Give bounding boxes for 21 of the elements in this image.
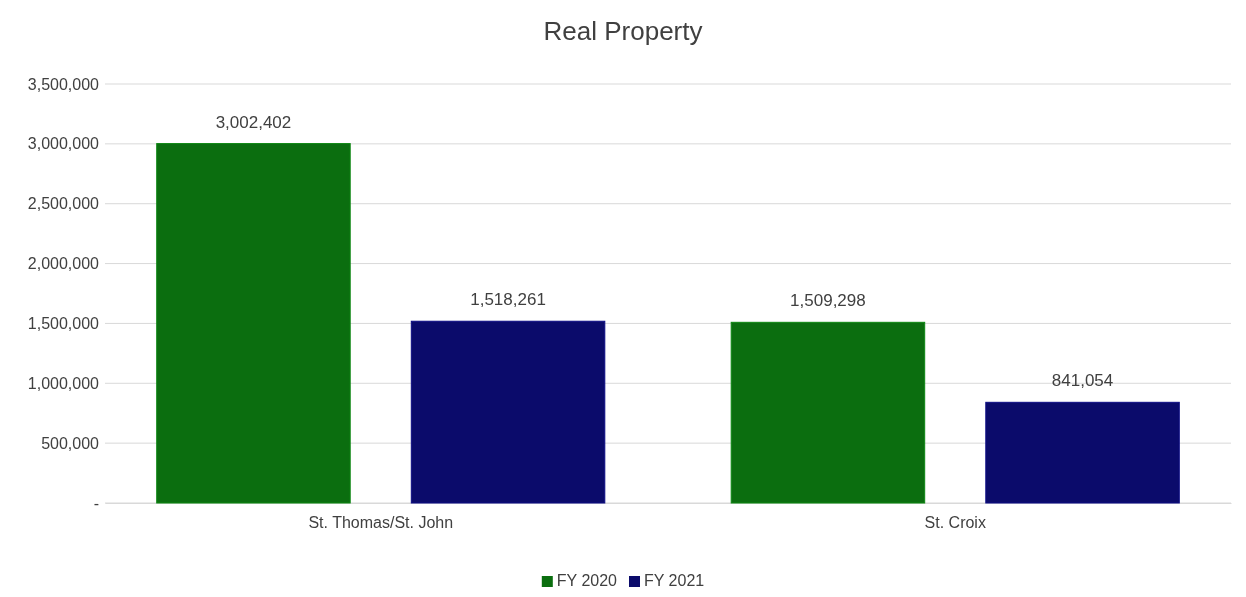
bar xyxy=(730,321,926,504)
data-label: 1,518,261 xyxy=(470,290,546,310)
y-tick-label: 3,500,000 xyxy=(27,75,100,93)
bar xyxy=(985,401,1180,504)
data-label: 3,002,402 xyxy=(215,112,292,132)
y-tick-label: 3,000,000 xyxy=(27,135,100,153)
data-label: 1,509,298 xyxy=(790,291,866,311)
y-tick-label: 2,000,000 xyxy=(27,255,100,273)
y-tick-label: 1,000,000 xyxy=(27,374,100,392)
x-tick-label: St. Thomas/St. John xyxy=(308,514,454,532)
data-label: 841,054 xyxy=(1051,371,1114,391)
legend-label: FY 2021 xyxy=(644,572,705,589)
legend-label: FY 2020 xyxy=(556,572,618,589)
y-tick-label: 1,500,000 xyxy=(27,315,100,333)
chart-title: Real Property xyxy=(543,16,703,46)
y-tick-label: 500,000 xyxy=(41,434,100,452)
bar xyxy=(410,320,606,504)
y-tick-label: - xyxy=(93,494,99,512)
y-tick-label: 2,500,000 xyxy=(27,195,100,213)
x-tick-label: St. Croix xyxy=(924,514,986,532)
bar xyxy=(156,143,351,504)
